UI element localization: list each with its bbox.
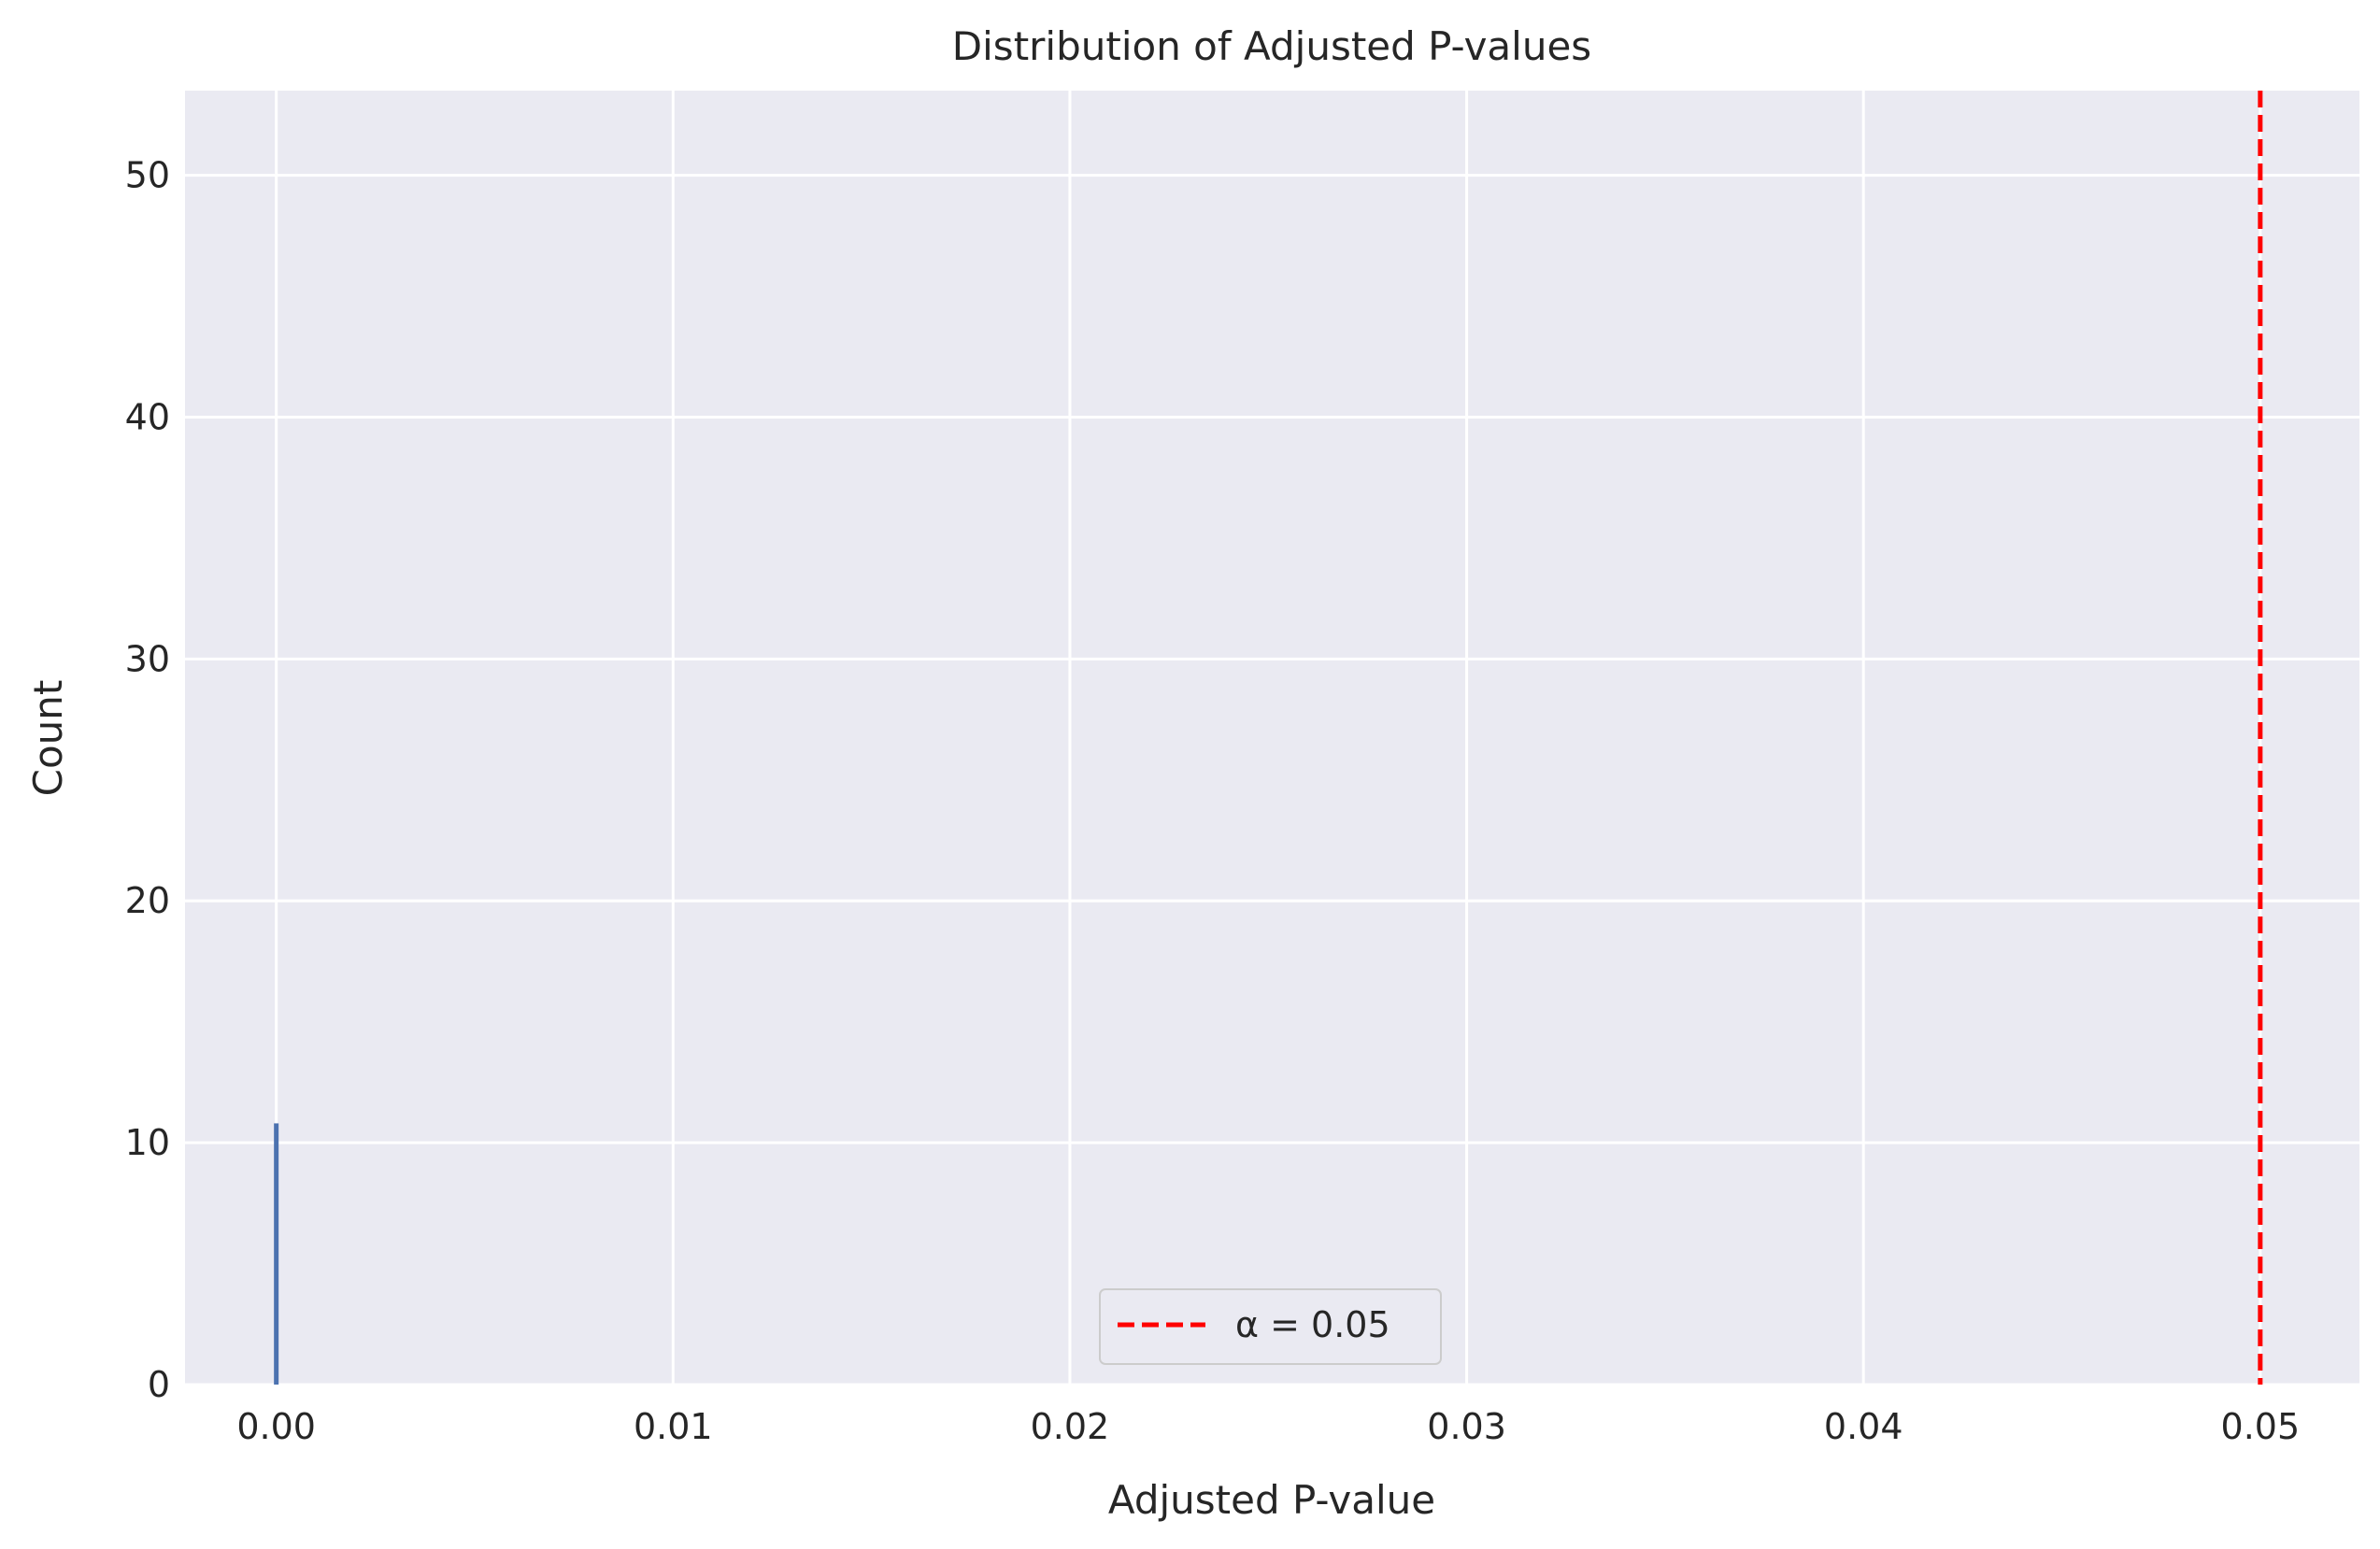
histogram-bars [274, 1123, 279, 1385]
y-tick-label-0: 0 [148, 1364, 170, 1405]
x-tick-label-2: 0.02 [1031, 1406, 1110, 1447]
histogram-bar-0 [274, 1123, 279, 1385]
chart-title: Distribution of Adjusted P-values [952, 23, 1591, 69]
x-tick-label-5: 0.05 [2221, 1406, 2301, 1447]
y-tick-label-4: 40 [125, 396, 170, 437]
x-tick-label-3: 0.03 [1427, 1406, 1506, 1447]
y-tick-label-3: 30 [125, 638, 170, 679]
y-tick-label-2: 20 [125, 880, 170, 921]
y-tick-label-5: 50 [125, 155, 170, 196]
x-tick-label-1: 0.01 [634, 1406, 713, 1447]
y-tick-label-1: 10 [125, 1122, 170, 1163]
legend-label-threshold: α = 0.05 [1235, 1304, 1390, 1345]
y-axis-label: Count [25, 680, 71, 797]
x-axis-ticks: 0.00 0.01 0.02 0.03 0.04 0.05 [236, 1406, 2300, 1447]
x-tick-label-4: 0.04 [1824, 1406, 1903, 1447]
plot-area [185, 91, 2359, 1385]
legend: α = 0.05 [1099, 1288, 1442, 1365]
y-axis-ticks: 0 10 20 30 40 50 [125, 155, 170, 1405]
x-axis-label: Adjusted P-value [1108, 1477, 1435, 1523]
legend-box [1099, 1288, 1442, 1365]
x-tick-label-0: 0.00 [236, 1406, 316, 1447]
